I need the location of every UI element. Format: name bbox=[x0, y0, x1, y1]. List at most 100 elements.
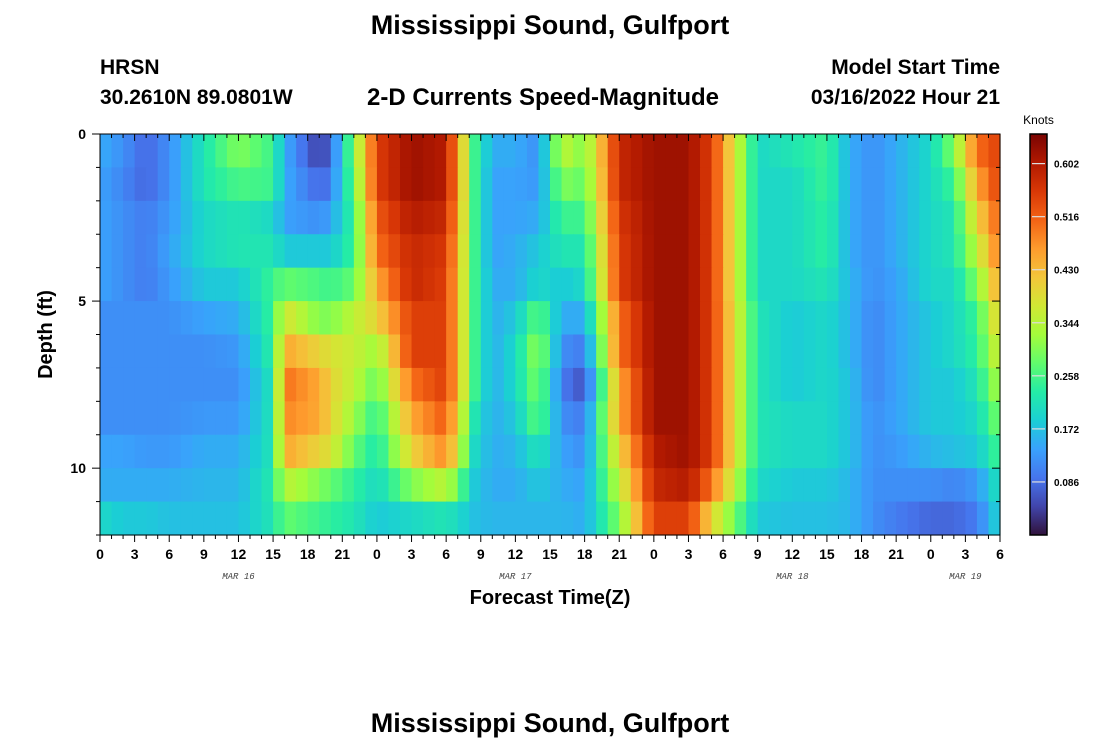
heatmap-cell bbox=[630, 200, 643, 235]
heatmap-cell bbox=[861, 134, 874, 169]
heatmap-cell bbox=[203, 267, 216, 302]
heatmap-cell bbox=[619, 167, 632, 202]
heatmap-cell bbox=[353, 200, 366, 235]
heatmap-cell bbox=[157, 468, 170, 503]
heatmap-cell bbox=[838, 301, 851, 336]
heatmap-cell bbox=[469, 234, 482, 269]
heatmap-cell bbox=[734, 501, 747, 536]
heatmap-cell bbox=[423, 468, 436, 503]
heatmap-cell bbox=[146, 167, 159, 202]
heatmap-cell bbox=[388, 367, 401, 402]
model-start-label: Model Start Time bbox=[831, 56, 1000, 79]
heatmap-cell bbox=[250, 134, 263, 169]
heatmap-cell bbox=[111, 234, 124, 269]
heatmap-cell bbox=[850, 301, 863, 336]
heatmap-cell bbox=[203, 200, 216, 235]
heatmap-cell bbox=[953, 200, 966, 235]
heatmap-cell bbox=[711, 434, 724, 469]
heatmap-cell bbox=[896, 200, 909, 235]
heatmap-cell bbox=[480, 501, 493, 536]
heatmap-cell bbox=[780, 468, 793, 503]
heatmap-cell bbox=[919, 267, 932, 302]
heatmap-cell bbox=[907, 134, 920, 169]
heatmap-cell bbox=[215, 167, 228, 202]
heatmap-cell bbox=[434, 401, 447, 436]
heatmap-cell bbox=[515, 401, 528, 436]
heatmap-cell bbox=[526, 434, 540, 469]
heatmap-cell bbox=[619, 200, 632, 235]
heatmap-cell bbox=[746, 167, 759, 202]
heatmap-cell bbox=[803, 134, 816, 169]
heatmap-cell bbox=[815, 167, 828, 202]
heatmap-cell bbox=[573, 468, 586, 503]
heatmap-cell bbox=[273, 301, 286, 336]
heatmap-cell bbox=[423, 401, 436, 436]
heatmap-cell bbox=[457, 200, 470, 235]
heatmap-cell bbox=[388, 134, 401, 169]
heatmap-cell bbox=[538, 434, 551, 469]
heatmap-cell bbox=[365, 401, 378, 436]
heatmap-cell bbox=[884, 367, 897, 402]
day-label: MAR 18 bbox=[776, 572, 809, 582]
heatmap-cell bbox=[930, 334, 943, 369]
heatmap-cell bbox=[192, 301, 205, 336]
heatmap-cell bbox=[319, 367, 332, 402]
heatmap-cell bbox=[573, 134, 586, 169]
heatmap-cell bbox=[123, 501, 136, 536]
heatmap-cell bbox=[665, 468, 678, 503]
heatmap-cell bbox=[457, 167, 470, 202]
heatmap-cell bbox=[607, 367, 620, 402]
heatmap-cell bbox=[111, 200, 124, 235]
heatmap-cell bbox=[919, 401, 932, 436]
heatmap-cell bbox=[884, 401, 897, 436]
heatmap-cell bbox=[250, 200, 263, 235]
heatmap-cell bbox=[838, 334, 851, 369]
heatmap-cell bbox=[676, 267, 690, 302]
heatmap-cell bbox=[780, 434, 793, 469]
heatmap-cell bbox=[919, 301, 932, 336]
heatmap-cell bbox=[642, 234, 655, 269]
heatmap-cell bbox=[134, 200, 147, 235]
heatmap-cell bbox=[930, 234, 943, 269]
heatmap-cell bbox=[700, 267, 713, 302]
heatmap-cell bbox=[330, 167, 343, 202]
heatmap-cell bbox=[884, 167, 897, 202]
heatmap-cell bbox=[250, 367, 263, 402]
heatmap-cell bbox=[711, 267, 724, 302]
heatmap-cell bbox=[342, 200, 355, 235]
heatmap-cell bbox=[492, 434, 505, 469]
heatmap-cell bbox=[873, 468, 886, 503]
heatmap-cell bbox=[123, 234, 136, 269]
heatmap-cell bbox=[423, 267, 436, 302]
heatmap-cell bbox=[757, 134, 770, 169]
heatmap-cell bbox=[723, 200, 736, 235]
heatmap-cell bbox=[226, 401, 240, 436]
heatmap-cell bbox=[469, 200, 482, 235]
heatmap-cell bbox=[215, 468, 228, 503]
heatmap-cell bbox=[284, 267, 297, 302]
x-tick-label: 0 bbox=[373, 546, 381, 562]
heatmap-cell bbox=[215, 334, 228, 369]
heatmap-cell bbox=[365, 200, 378, 235]
heatmap-cell bbox=[550, 468, 563, 503]
heatmap-cell bbox=[123, 334, 136, 369]
heatmap-cell bbox=[711, 301, 724, 336]
heatmap-cell bbox=[561, 468, 574, 503]
heatmap-cell bbox=[607, 234, 620, 269]
heatmap-cell bbox=[203, 434, 216, 469]
heatmap-cell bbox=[630, 301, 643, 336]
heatmap-cell bbox=[226, 501, 240, 536]
heatmap-cell bbox=[630, 367, 643, 402]
heatmap-cell bbox=[884, 468, 897, 503]
x-tick-label: 15 bbox=[542, 546, 558, 562]
heatmap-cell bbox=[965, 267, 978, 302]
heatmap-cell bbox=[780, 301, 793, 336]
heatmap-cell bbox=[273, 501, 286, 536]
heatmap-cell bbox=[538, 367, 551, 402]
heatmap-cell bbox=[342, 301, 355, 336]
heatmap-cell bbox=[353, 334, 366, 369]
heatmap-cell bbox=[169, 401, 182, 436]
heatmap-cell bbox=[273, 267, 286, 302]
heatmap-cell bbox=[515, 468, 528, 503]
heatmap-cell bbox=[953, 234, 966, 269]
